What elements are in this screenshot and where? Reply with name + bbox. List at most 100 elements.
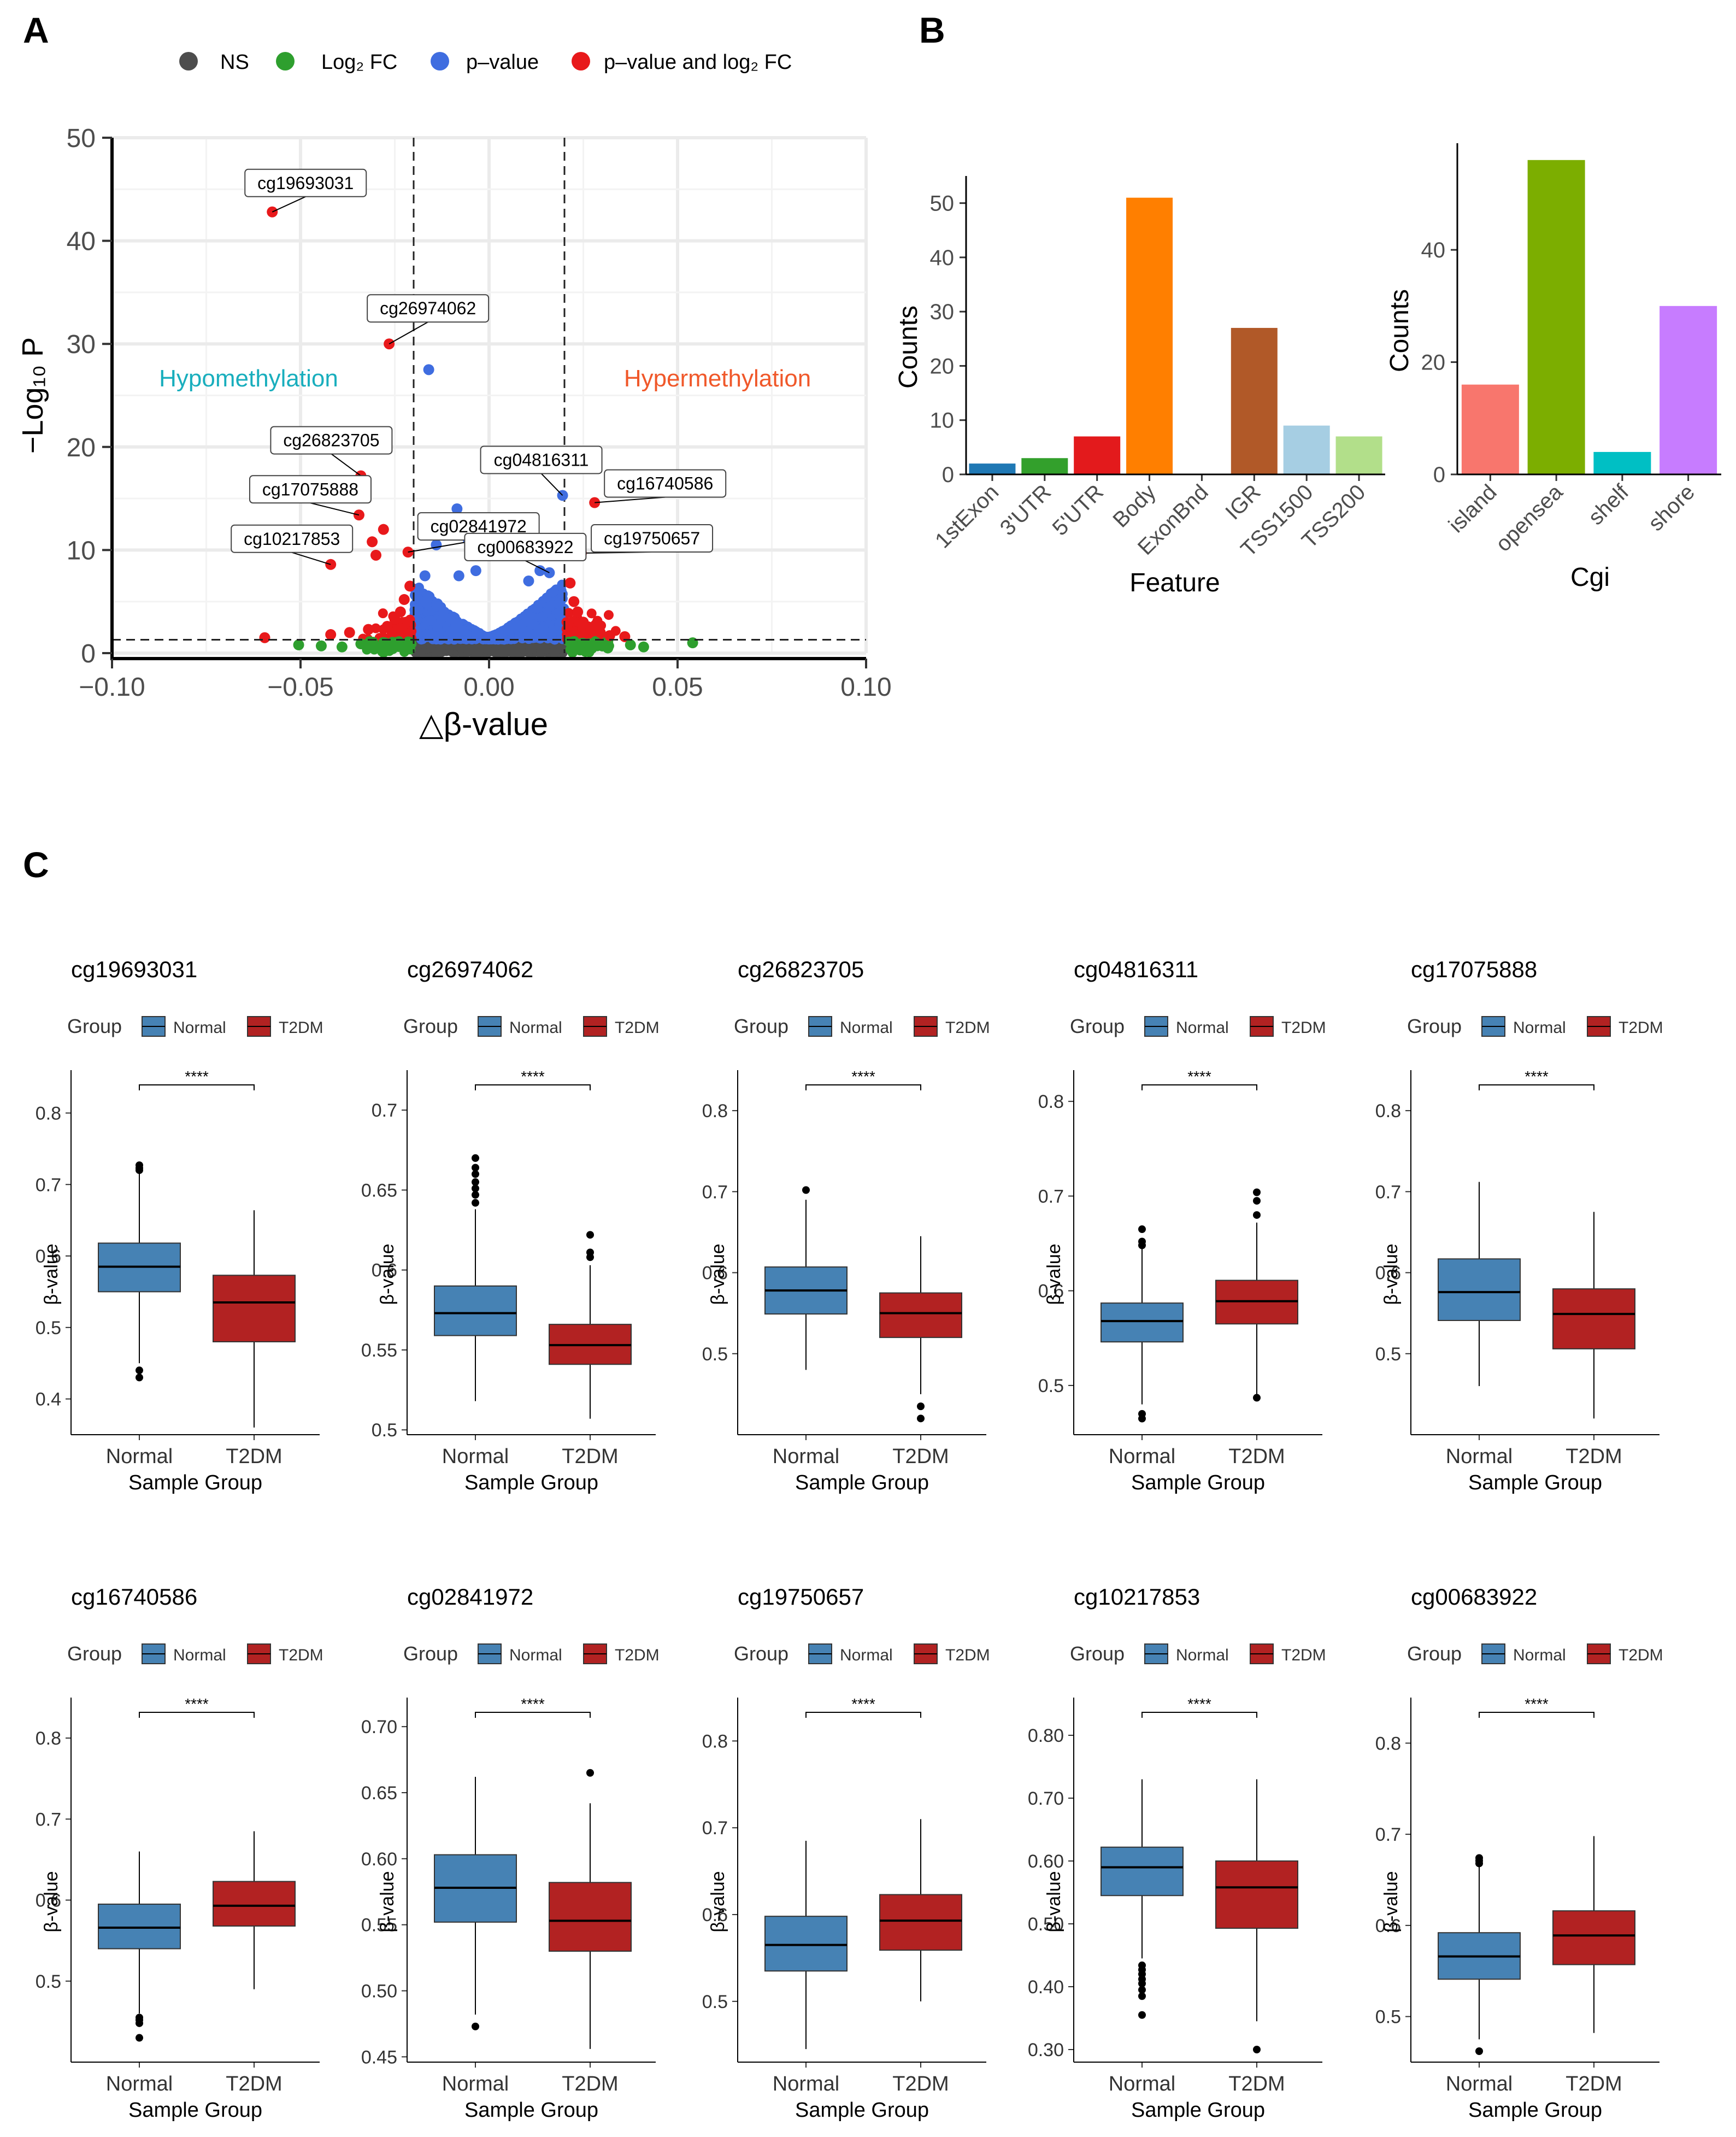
pvalue-point [511,622,521,632]
x-axis-title: Sample Group [128,1471,262,1494]
y-tick-label: 0.6 [1375,1916,1401,1936]
y-axis-title: β-value [708,1871,728,1932]
pvalue-point [499,634,510,644]
y-tick-label: 30 [67,330,96,359]
box [213,1275,296,1342]
ns-point [549,648,560,658]
boxplot-title: cg10217853 [1074,1584,1200,1610]
box [98,1903,181,1950]
y-axis-title: Counts [894,306,923,389]
point-label: cg16740586 [617,474,713,494]
x-tick-label: 0.00 [463,673,514,702]
pvalue-point [525,628,535,638]
boxplot-panel: cg17075888 Group Normal T2DM **** Normal T2DM 0… [1375,956,1663,1494]
point-label: cg19750657 [604,529,700,548]
label-connector [525,560,550,573]
boxplot-title: cg17075888 [1411,956,1537,982]
x-tick-label: Normal [106,1445,173,1468]
data-point [523,575,534,586]
y-tick-label: 20 [930,354,955,378]
data-point [451,503,463,514]
legend-title: Group [1407,1015,1462,1037]
box [879,1292,962,1338]
hypomethylation-label: Hypomethylation [159,365,338,392]
outlier-point [1475,1854,1483,1862]
ns-point [516,642,526,653]
legend-title: Group [1407,1642,1462,1665]
pvalue-point [445,626,456,637]
y-tick-label: 0.5 [702,1344,728,1365]
pvalue-point [555,597,566,607]
data-point [568,596,580,607]
x-axis-title: Feature [1129,568,1220,597]
point-label: cg19693031 [257,173,354,193]
significance-label: **** [1525,1695,1549,1712]
legend-normal-label: Normal [840,1646,893,1664]
outlier-point [472,1170,479,1178]
label-box [464,532,587,561]
legend-pvalue-label: p–value [466,51,539,74]
significance-bracket [1479,1084,1594,1090]
y-tick-label: 0.8 [1375,1733,1401,1754]
data-point [453,570,464,582]
data-point [398,594,410,605]
ns-point [460,643,470,653]
y-axis-title: β-value [41,1243,62,1305]
outlier-point [1253,2046,1261,2053]
label-connector [272,196,306,213]
outlier-point [802,1186,810,1194]
x-tick-label: shelf [1584,480,1633,530]
legend-title: Group [403,1642,458,1665]
significant-point [586,608,597,619]
data-point [293,639,304,650]
label-box [249,475,372,504]
y-axis-title: Counts [1385,289,1414,372]
legend-t2dm-label: T2DM [615,1019,660,1037]
legend-pvalue-marker [431,52,449,71]
legend-title: Group [1070,1642,1125,1665]
x-tick-label: T2DM [562,2073,618,2095]
pvalue-point [533,633,543,643]
label-connector [389,321,428,345]
legend-normal-label: Normal [173,1019,226,1037]
y-tick-label: 20 [67,433,96,462]
y-tick-label: 0.50 [1028,1914,1064,1935]
y-tick-label: 0.7 [702,1182,728,1202]
legend-ns-marker [179,52,198,71]
x-axis-title: △β-value [419,707,548,742]
legend-logfc-label: Log₂ FC [321,51,397,74]
x-axis-title: Sample Group [795,2099,929,2122]
bar [1660,306,1717,474]
data-point [363,624,374,635]
significance-bracket [139,1712,255,1718]
x-tick-label: 3'UTR [996,480,1056,540]
x-tick-label: Normal [773,2073,839,2095]
x-axis-title: Sample Group [795,1471,929,1494]
x-tick-label: Normal [442,1445,509,1468]
outlier-point [136,1373,143,1382]
legend-t2dm-label: T2DM [1281,1646,1326,1664]
y-tick-label: 0.6 [372,1260,397,1281]
outlier-point [1138,2011,1146,2019]
x-tick-label: T2DM [226,1445,282,1468]
data-point [423,364,434,375]
data-point [625,639,636,650]
point-label: cg04816311 [494,450,589,469]
data-point [638,641,649,653]
volcano-plot: cg19693031 cg26974062 cg26823705 cg04816311… [16,124,892,742]
x-axis-title: Sample Group [464,1471,598,1494]
y-tick-label: 0.7 [36,1809,61,1830]
bar [1021,458,1068,474]
data-point [370,549,381,561]
boxplot-title: cg19750657 [738,1584,864,1610]
y-axis-title: β-value [1044,1243,1064,1305]
data-point [395,606,406,618]
x-tick-label: 0.05 [652,673,703,702]
legend-title: Group [734,1642,788,1665]
x-tick-label: T2DM [1228,2073,1285,2095]
y-tick-label: 0.7 [1375,1182,1401,1202]
boxplot-panel: cg02841972 Group Normal T2DM **** Normal T2DM 0… [361,1584,660,2122]
y-tick-label: 0.30 [1028,2040,1064,2060]
data-point [389,639,401,650]
data-point [374,641,385,653]
